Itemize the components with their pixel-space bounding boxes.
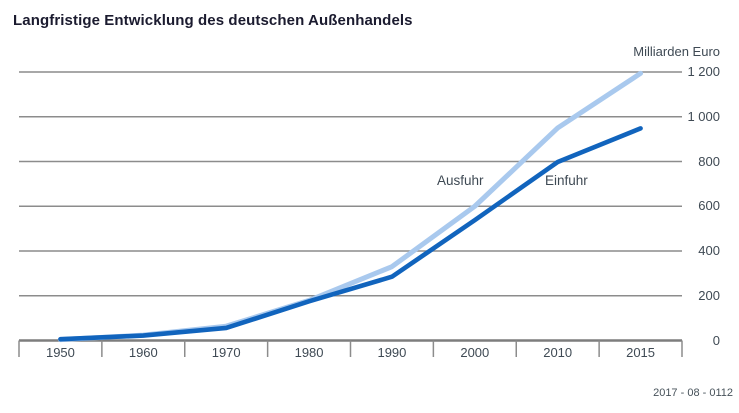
x-tick-label-1990: 1990 bbox=[377, 345, 407, 360]
series-line-einfuhr bbox=[58, 126, 643, 342]
x-tick-label-2010: 2010 bbox=[543, 345, 573, 360]
y-tick-label-200: 200 bbox=[698, 287, 720, 303]
y-tick-label-0: 0 bbox=[712, 332, 720, 348]
y-tick-label-400: 400 bbox=[698, 243, 720, 258]
y-tick-label-1200: 1 200 bbox=[687, 64, 720, 79]
x-tick-label-1950: 1950 bbox=[45, 345, 75, 360]
x-tick-label-1970: 1970 bbox=[211, 345, 241, 360]
chart-id-note: 2017 - 08 - 0112 bbox=[653, 387, 733, 399]
y-axis-unit-label: Milliarden Euro bbox=[633, 44, 720, 59]
x-tick-label-2015: 2015 bbox=[626, 345, 656, 360]
x-tick-label-2000: 2000 bbox=[460, 345, 490, 360]
x-tick-label-1980: 1980 bbox=[294, 345, 324, 360]
x-tick-label-1960: 1960 bbox=[128, 345, 158, 360]
chart-title: Langfristige Entwicklung des deutschen A… bbox=[13, 12, 413, 29]
series-label-einfuhr: Einfuhr bbox=[545, 173, 588, 188]
y-tick-label-800: 800 bbox=[698, 153, 720, 169]
y-tick-label-1000: 1 000 bbox=[687, 108, 720, 124]
series-label-ausfuhr: Ausfuhr bbox=[437, 173, 484, 188]
y-tick-label-600: 600 bbox=[698, 198, 720, 214]
